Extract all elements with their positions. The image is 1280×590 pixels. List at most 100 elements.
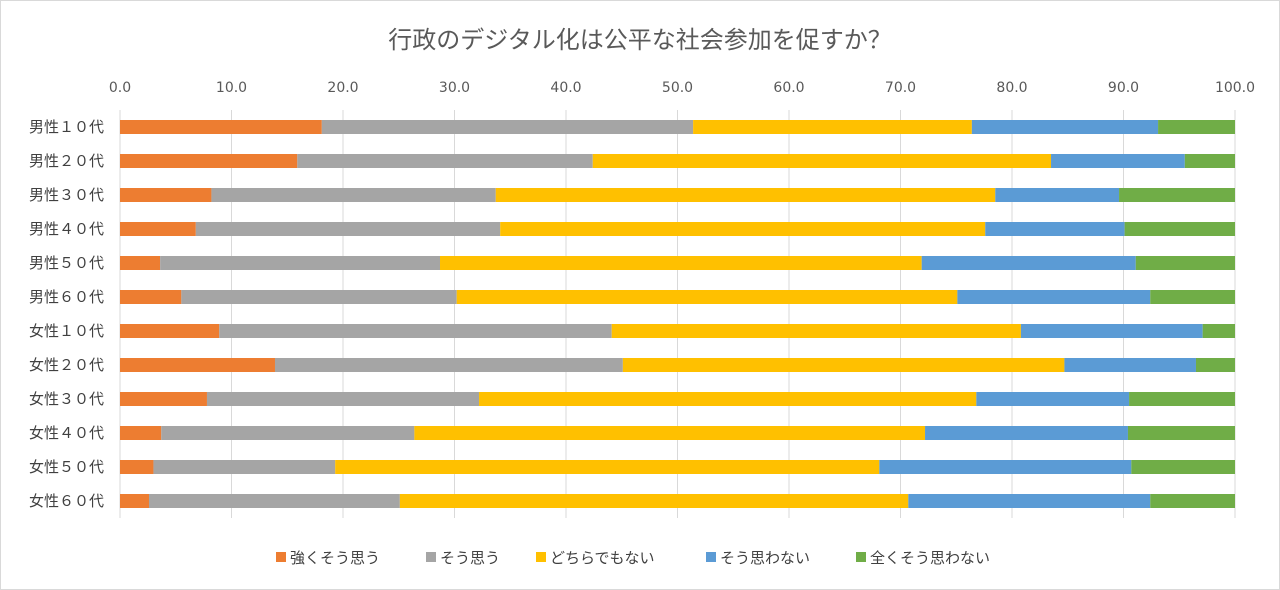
x-tick-label: 50.0	[662, 80, 693, 96]
bar-segment	[153, 460, 336, 474]
category-label: 女性２０代	[29, 356, 104, 374]
legend-swatch	[276, 552, 286, 562]
bar-segment	[592, 154, 1052, 168]
legend-swatch	[426, 552, 436, 562]
bar-segment	[206, 392, 480, 406]
bar-segment	[456, 290, 958, 304]
bar-segment	[1131, 460, 1235, 474]
bar-segment	[181, 290, 457, 304]
bar-segment	[1195, 358, 1235, 372]
bar-segment	[120, 120, 322, 134]
legend-label: 強くそう思う	[290, 549, 380, 567]
category-label: 女性１０代	[29, 322, 104, 340]
bar-segment	[479, 392, 977, 406]
bar-segment	[611, 324, 1021, 338]
x-tick-label: 10.0	[216, 80, 247, 96]
legend: 強くそう思う そう思う どちらでもない そう思わない 全くそう思わない	[276, 549, 990, 567]
bar-segment	[500, 222, 986, 236]
bar-segment	[1020, 324, 1203, 338]
category-label: 男性５０代	[29, 254, 104, 272]
bars	[120, 120, 1235, 508]
category-label: 女性６０代	[29, 492, 104, 510]
legend-swatch	[536, 552, 546, 562]
bar-segment	[985, 222, 1125, 236]
x-tick-label: 80.0	[996, 80, 1027, 96]
bar-segment	[297, 154, 593, 168]
bar-segment	[976, 392, 1130, 406]
bar-segment	[1129, 392, 1235, 406]
bar-segment	[1150, 290, 1235, 304]
bar-segment	[120, 290, 182, 304]
bar-segment	[120, 188, 212, 202]
bar-segment	[622, 358, 1065, 372]
y-axis-categories: 男性１０代男性２０代男性３０代男性４０代男性５０代男性６０代女性１０代女性２０代…	[29, 118, 104, 510]
bar-segment	[921, 256, 1136, 270]
bar-segment	[399, 494, 909, 508]
legend-swatch	[706, 552, 716, 562]
x-tick-label: 90.0	[1108, 80, 1139, 96]
bar-segment	[995, 188, 1120, 202]
bar-segment	[1051, 154, 1185, 168]
bar-segment	[120, 358, 275, 372]
legend-label: どちらでもない	[550, 549, 655, 567]
bar-segment	[120, 426, 162, 440]
bar-segment	[274, 358, 623, 372]
category-label: 男性４０代	[29, 220, 104, 238]
bar-segment	[925, 426, 1128, 440]
bar-segment	[211, 188, 496, 202]
bar-segment	[1064, 358, 1196, 372]
x-tick-label: 20.0	[327, 80, 358, 96]
bar-segment	[440, 256, 922, 270]
bar-segment	[160, 256, 441, 270]
category-label: 男性３０代	[29, 186, 104, 204]
category-label: 男性２０代	[29, 152, 104, 170]
legend-label: そう思わない	[720, 549, 810, 567]
x-tick-label: 100.0	[1215, 80, 1255, 96]
x-tick-label: 70.0	[885, 80, 916, 96]
category-label: 男性１０代	[29, 118, 104, 136]
bar-segment	[1158, 120, 1235, 134]
category-label: 女性５０代	[29, 458, 104, 476]
bar-segment	[908, 494, 1151, 508]
bar-segment	[120, 154, 298, 168]
bar-segment	[120, 460, 154, 474]
x-tick-label: 40.0	[550, 80, 581, 96]
category-label: 女性３０代	[29, 390, 104, 408]
bar-segment	[1202, 324, 1235, 338]
bar-segment	[495, 188, 996, 202]
bar-segment	[120, 494, 149, 508]
bar-segment	[1184, 154, 1235, 168]
bar-segment	[1119, 188, 1235, 202]
x-tick-label: 30.0	[439, 80, 470, 96]
bar-segment	[120, 256, 161, 270]
bar-segment	[148, 494, 400, 508]
bar-segment	[120, 324, 220, 338]
bar-segment	[957, 290, 1151, 304]
bar-segment	[195, 222, 501, 236]
chart-title: 行政のデジタル化は公平な社会参加を促すか？	[388, 26, 892, 54]
bar-segment	[335, 460, 880, 474]
legend-label: 全くそう思わない	[870, 549, 990, 567]
x-axis-ticks: 0.0 10.0 20.0 30.0 40.0 50.0 60.0 70.0 80.0 90.0 1…	[109, 80, 1255, 96]
bar-segment	[971, 120, 1159, 134]
category-label: 女性４０代	[29, 424, 104, 442]
bar-segment	[1150, 494, 1235, 508]
bar-segment	[1135, 256, 1235, 270]
gridlines	[119, 110, 1236, 518]
bar-segment	[693, 120, 972, 134]
x-tick-label: 60.0	[773, 80, 804, 96]
bar-segment	[219, 324, 612, 338]
bar-segment	[161, 426, 415, 440]
bar-segment	[1124, 222, 1235, 236]
bar-segment	[321, 120, 694, 134]
legend-swatch	[856, 552, 866, 562]
bar-segment	[414, 426, 926, 440]
bar-segment	[1127, 426, 1235, 440]
bar-segment	[120, 222, 196, 236]
legend-label: そう思う	[440, 549, 500, 567]
bar-segment	[879, 460, 1132, 474]
x-tick-label: 0.0	[109, 80, 131, 96]
bar-segment	[120, 392, 207, 406]
category-label: 男性６０代	[29, 288, 104, 306]
